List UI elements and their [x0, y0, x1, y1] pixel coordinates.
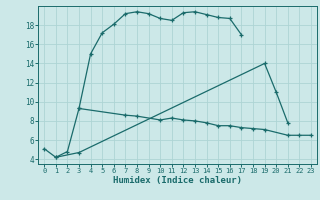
X-axis label: Humidex (Indice chaleur): Humidex (Indice chaleur) — [113, 176, 242, 185]
